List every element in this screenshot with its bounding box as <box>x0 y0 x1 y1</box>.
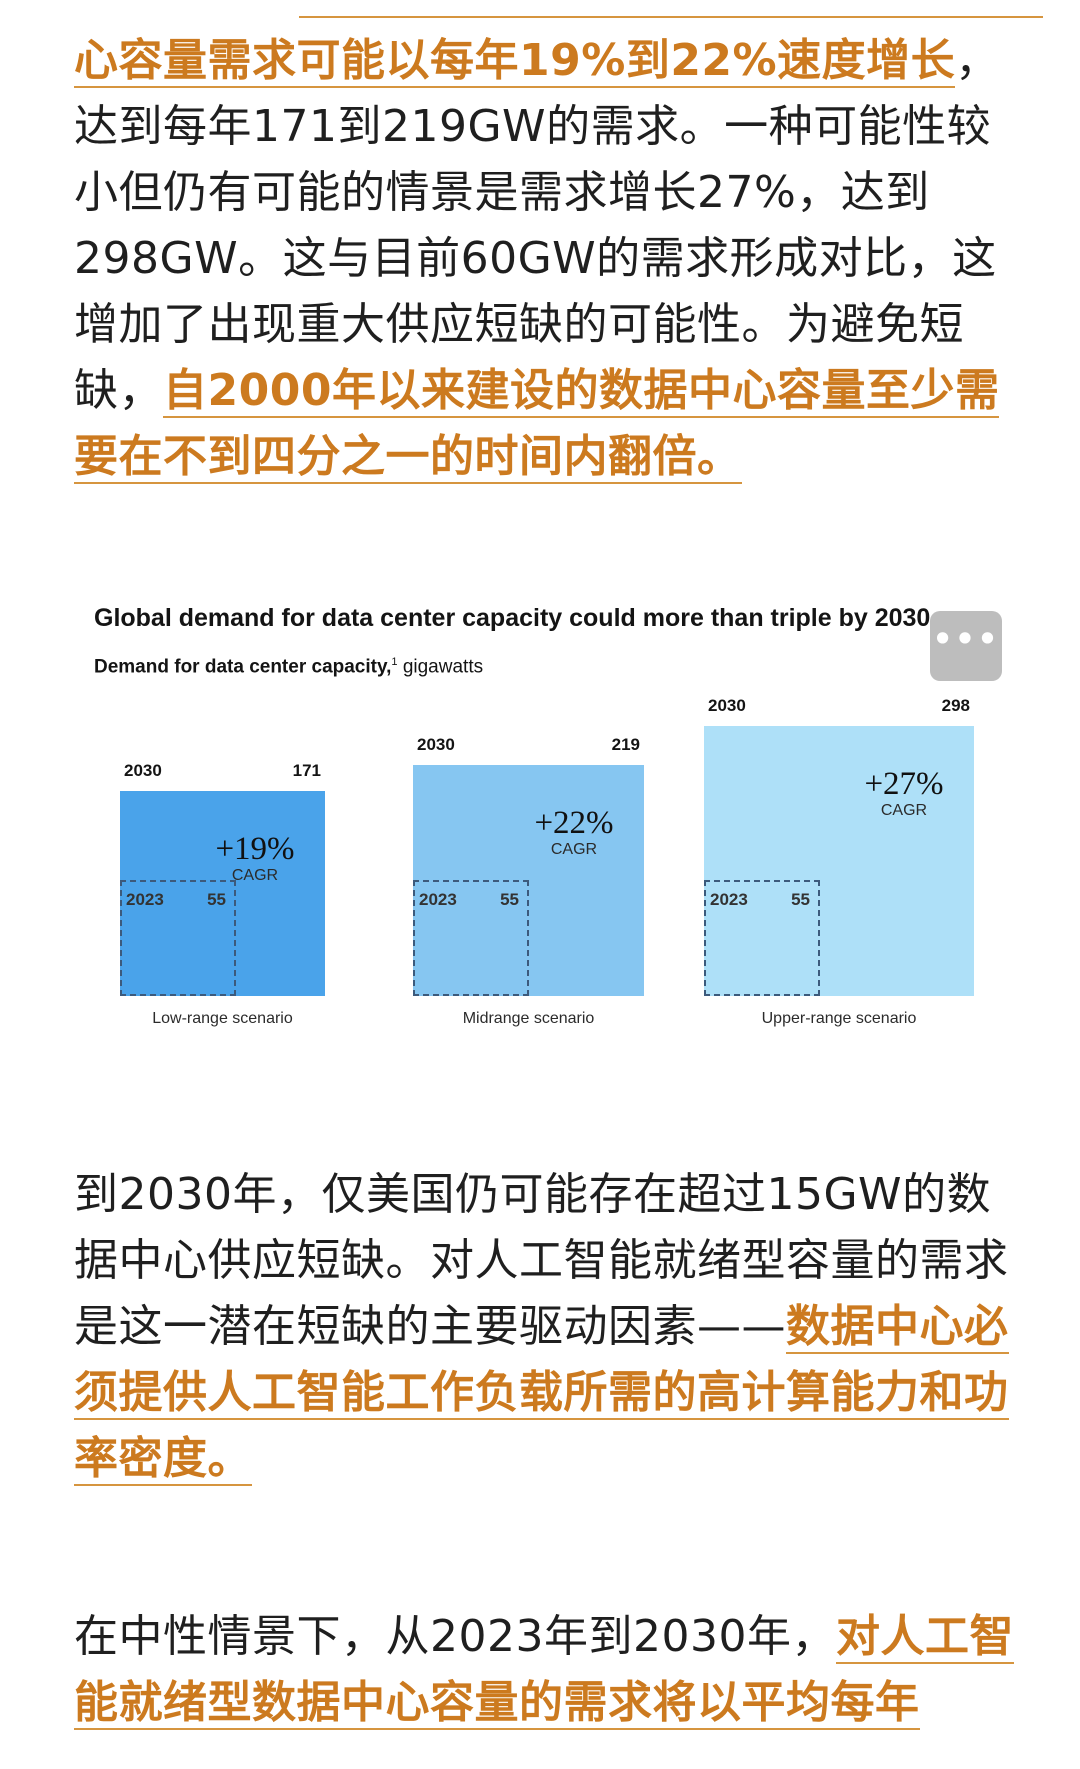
cagr-caption: CAGR <box>231 867 279 884</box>
cagr-label: +19% CAGR <box>195 831 315 885</box>
demand-2023-square: 2023 55 <box>120 880 236 996</box>
year-2030-label: 2030 <box>124 761 162 780</box>
year-2023-label: 2023 <box>126 890 164 909</box>
year-2030-label: 2030 <box>417 735 455 754</box>
paragraph-text: 到2030年，仅美国仍可能存在超过15GW的数据中心供应短缺。对人工智能就绪型容… <box>74 1169 1009 1352</box>
demand-2030-square: +19% CAGR 2023 55 <box>120 791 325 996</box>
value-2023-label: 55 <box>500 890 519 909</box>
more-horizontal-icon: ••• <box>932 620 1000 658</box>
cagr-value: +19% <box>215 831 295 867</box>
scenario-name-label: Midrange scenario <box>462 1010 595 1027</box>
cagr-value: +27% <box>864 766 944 802</box>
more-options-button[interactable]: ••• <box>930 611 1002 681</box>
cagr-value: +22% <box>534 805 614 841</box>
chart-subtitle-bold: Demand for data center capacity, <box>94 656 392 678</box>
highlight-compute-power: 数据中心必须提供人工智能工作负载所需的高计算能力和功率密度。 <box>74 1301 1009 1486</box>
demand-2030-square: +22% CAGR 2023 55 <box>413 765 644 996</box>
demand-2030-square: +27% CAGR 2023 55 <box>704 726 974 996</box>
cagr-caption: CAGR <box>550 841 598 858</box>
value-2030-label: 298 <box>941 696 970 715</box>
chart-subtitle-footnote: 1 <box>391 656 398 668</box>
highlight-capacity-double: 自2000年以来建设的数据中心容量至少需要在不到四分之一的时间内翻倍。 <box>74 365 1000 484</box>
article-paragraph-1: 心容量需求可能以每年19%到22%速度增长，达到每年171到219GW的需求。一… <box>74 28 1014 490</box>
scenario-name-label: Low-range scenario <box>152 1010 293 1027</box>
chart-subtitle: Demand for data center capacity,1 gigawa… <box>94 656 483 678</box>
chart-figure: Global demand for data center capacity c… <box>88 596 1008 1036</box>
highlight-ai-demand: 对人工智能就绪型数据中心容量的需求将以平均每年 <box>74 1611 1014 1730</box>
paragraph-text: ，达到每年171到219GW的需求。一种可能性较小但仍有可能的情景是需求增长27… <box>74 35 1000 416</box>
chart-title: Global demand for data center capacity c… <box>94 604 938 632</box>
value-2023-label: 55 <box>791 890 810 909</box>
paragraph-text: 在中性情景下，从2023年到2030年， <box>74 1611 836 1662</box>
cut-off-line <box>74 6 1043 18</box>
demand-2023-square: 2023 55 <box>704 880 820 996</box>
article-paragraph-2: 到2030年，仅美国仍可能存在超过15GW的数据中心供应短缺。对人工智能就绪型容… <box>74 1162 1014 1492</box>
year-2023-label: 2023 <box>710 890 748 909</box>
year-2030-label: 2030 <box>708 696 746 715</box>
value-2030-label: 171 <box>292 761 321 780</box>
chart-subtitle-unit: gigawatts <box>397 656 484 678</box>
year-2023-label: 2023 <box>419 890 457 909</box>
cagr-caption: CAGR <box>880 802 928 819</box>
highlight-growth-rate: 心容量需求可能以每年19%到22%速度增长 <box>74 35 956 88</box>
demand-2023-square: 2023 55 <box>413 880 529 996</box>
scenario-name-label: Upper-range scenario <box>761 1010 917 1027</box>
value-2023-label: 55 <box>207 890 226 909</box>
cagr-label: +22% CAGR <box>514 805 634 859</box>
value-2030-label: 219 <box>611 735 640 754</box>
article-paragraph-3: 在中性情景下，从2023年到2030年，对人工智能就绪型数据中心容量的需求将以平… <box>74 1604 1014 1736</box>
cagr-label: +27% CAGR <box>844 766 964 820</box>
